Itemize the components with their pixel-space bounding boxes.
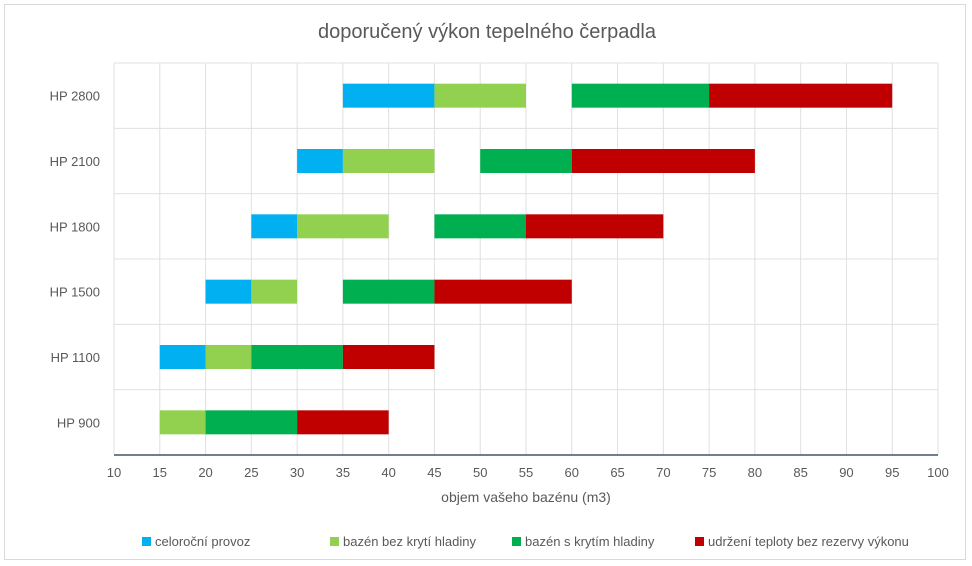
x-tick-label: 70 xyxy=(656,465,670,480)
bar-segment xyxy=(159,345,206,369)
x-tick-label: 25 xyxy=(244,465,258,480)
bar-segment xyxy=(297,410,389,435)
bar-segment xyxy=(205,279,252,304)
x-tick-label: 50 xyxy=(473,465,487,480)
x-tick-label: 40 xyxy=(381,465,395,480)
x-tick-label: 10 xyxy=(107,465,121,480)
x-tick-label: 15 xyxy=(153,465,167,480)
x-tick-label: 85 xyxy=(793,465,807,480)
x-tick-label: 100 xyxy=(927,465,949,480)
x-tick-label: 35 xyxy=(336,465,350,480)
bar-segment xyxy=(251,345,343,369)
bar-segment xyxy=(205,410,298,435)
x-tick-label: 95 xyxy=(885,465,899,480)
bar-segment xyxy=(251,279,298,304)
bar-segment xyxy=(159,410,206,435)
bar-segment xyxy=(571,149,755,173)
legend-label: bazén s krytím hladiny xyxy=(525,534,655,549)
bar-segment xyxy=(526,214,664,239)
x-tick-label: 20 xyxy=(198,465,212,480)
y-category-label: HP 2800 xyxy=(50,89,100,104)
x-axis-label: objem vašeho bazénu (m3) xyxy=(441,489,611,505)
bar-segment xyxy=(480,149,572,173)
legend-label: celoroční provoz xyxy=(155,534,250,549)
x-tick-label: 55 xyxy=(519,465,533,480)
bar-segment xyxy=(434,83,526,108)
chart-frame xyxy=(4,4,966,560)
x-tick-label: 60 xyxy=(565,465,579,480)
bar-segment xyxy=(342,83,435,108)
x-tick-label: 90 xyxy=(839,465,853,480)
x-tick-label: 30 xyxy=(290,465,304,480)
legend-swatch xyxy=(330,537,339,546)
bar-segment xyxy=(342,279,435,304)
legend-label: udržení teploty bez rezervy výkonu xyxy=(708,534,909,549)
x-tick-label: 65 xyxy=(610,465,624,480)
bar-segment xyxy=(434,214,526,239)
y-category-label: HP 1800 xyxy=(50,219,100,234)
legend-swatch xyxy=(695,537,704,546)
chart-title: doporučený výkon tepelného čerpadla xyxy=(318,21,657,43)
legend-label: bazén bez krytí hladiny xyxy=(343,534,476,549)
bar-segment xyxy=(205,345,252,369)
x-tick-label: 45 xyxy=(427,465,441,480)
y-category-label: HP 1500 xyxy=(50,285,100,300)
bar-segment xyxy=(342,345,435,369)
bar-segment xyxy=(709,83,893,108)
bar-segment xyxy=(571,83,710,108)
legend-swatch xyxy=(512,537,521,546)
x-tick-label: 80 xyxy=(748,465,762,480)
y-category-label: HP 2100 xyxy=(50,154,100,169)
legend-swatch xyxy=(142,537,151,546)
bar-segment xyxy=(297,149,343,173)
bar-segment xyxy=(342,149,435,173)
bar-segment xyxy=(297,214,389,239)
bar-segment xyxy=(434,279,572,304)
y-category-label: HP 900 xyxy=(57,415,100,430)
x-tick-label: 75 xyxy=(702,465,716,480)
y-category-label: HP 1100 xyxy=(51,350,100,365)
bar-segment xyxy=(251,214,298,239)
